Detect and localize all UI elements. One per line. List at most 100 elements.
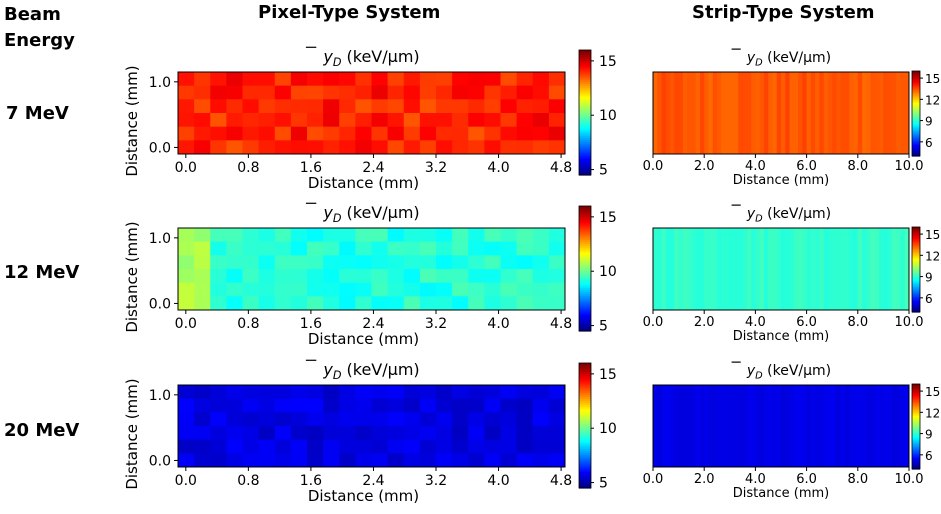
heatmap-cell [323, 255, 340, 270]
colorbar-tick-label: 10 [599, 264, 617, 280]
colorbar-segment [579, 247, 591, 251]
colorbar-segment [579, 299, 591, 303]
colorbar-segment [579, 400, 591, 404]
colorbar-segment [912, 423, 920, 426]
strip-cell [827, 72, 833, 154]
heatmap-cell [307, 385, 324, 400]
colorbar-segment [912, 463, 920, 466]
colorbar-segment [912, 258, 920, 261]
colorbar-segment [912, 262, 920, 265]
heatmap-cell [226, 385, 243, 400]
colorbar-segment [912, 80, 920, 83]
heatmap-cell [500, 255, 518, 270]
x-tick-label: 0.8 [237, 316, 259, 332]
colorbar-tick-label: 15 [599, 54, 617, 70]
heatmap-cell [210, 426, 227, 441]
colorbar-segment [579, 249, 591, 253]
heatmap-cell [371, 439, 389, 454]
heatmap-cell [355, 385, 372, 400]
colorbar: 6 9 12 15 [911, 70, 940, 157]
heatmap-cell [436, 412, 453, 427]
heatmap-cell [339, 385, 356, 400]
plot-title: yD (keV/µm) [731, 48, 831, 69]
colorbar-segment [579, 56, 591, 59]
heatmap-cell [258, 453, 276, 468]
heatmap-cell [436, 282, 453, 297]
plot-title: yD (keV/µm) [305, 359, 420, 382]
colorbar-segment [912, 109, 920, 112]
heatmap-cell [500, 385, 518, 400]
colorbar-segment [579, 483, 591, 487]
colorbar-tick-label: 9 [925, 428, 933, 442]
colorbar-segment [912, 467, 920, 470]
strip-cell [674, 385, 680, 467]
heatmap-cell [387, 228, 405, 243]
strip-cell [823, 385, 829, 467]
strip-cell [806, 385, 812, 467]
heatmap-cell [355, 439, 372, 454]
heatmap-cell [323, 241, 340, 256]
strip-cell [682, 228, 688, 310]
heatmap-cell [548, 296, 566, 311]
strip-cell [661, 228, 667, 310]
heatmap-cell [258, 269, 276, 284]
heatmap-cell [307, 255, 324, 270]
heatmap-cell [290, 99, 308, 114]
heatmap-cell [468, 385, 485, 400]
colorbar-segment [912, 285, 920, 288]
heatmap-cell [339, 241, 356, 256]
colorbar-segment [912, 310, 920, 313]
heatmap-cell [516, 439, 534, 454]
strip-cell [670, 72, 675, 154]
colorbar-segment [912, 116, 920, 119]
heatmap-cell [274, 241, 292, 256]
heatmap-cell [484, 113, 501, 128]
strip-cell [781, 72, 786, 154]
strip-cell [832, 228, 837, 310]
x-tick-label: 6.0 [796, 159, 817, 174]
heatmap-cell [532, 241, 550, 256]
heatmap-cell [532, 228, 550, 243]
colorbar-segment [579, 396, 591, 400]
heatmap-cell [452, 385, 469, 400]
colorbar-segment [579, 70, 591, 74]
colorbar-segment [579, 312, 591, 315]
heatmap-cell [178, 439, 195, 454]
heatmap-cell [274, 385, 292, 400]
heatmap-cell [419, 228, 437, 243]
colorbar-segment [579, 116, 591, 120]
strip-cell [695, 228, 701, 310]
heatmap-cell [468, 140, 485, 155]
colorbar-tick-label: 9 [925, 271, 933, 285]
heatmap-cell [468, 398, 485, 413]
heatmap-cell [548, 412, 566, 427]
heatmap-cell [532, 255, 550, 270]
pixel-system-header: Pixel-Type System [258, 2, 441, 23]
colorbar-segment [912, 270, 920, 273]
strip-cell [691, 228, 697, 310]
strip-cell [751, 72, 756, 154]
heatmap-cell [548, 426, 566, 441]
colorbar-segment [912, 273, 920, 276]
heatmap-cell [290, 269, 308, 284]
colorbar-tick-label: 12 [925, 93, 940, 107]
heatmap-cell [307, 439, 324, 454]
colorbar-segment [579, 77, 591, 80]
strip-cell [896, 72, 901, 154]
x-tick-label: 4.0 [745, 315, 766, 330]
colorbar-segment [579, 172, 591, 176]
heatmap-cell [226, 99, 243, 114]
strip-cell [879, 72, 884, 154]
strip-cell [751, 385, 756, 467]
colorbar-segment [579, 481, 591, 485]
colorbar-segment [579, 385, 591, 389]
x-tick-label: 0.0 [175, 160, 197, 176]
colorbar-segment [912, 110, 920, 113]
heatmap-cell [516, 241, 534, 256]
heatmap-cell [290, 228, 308, 243]
colorbar-segment [579, 147, 591, 151]
heatmap-cell [500, 453, 518, 468]
colorbar-frame [578, 49, 592, 176]
heatmap-cell [307, 269, 324, 284]
heatmap-cell [387, 269, 405, 284]
